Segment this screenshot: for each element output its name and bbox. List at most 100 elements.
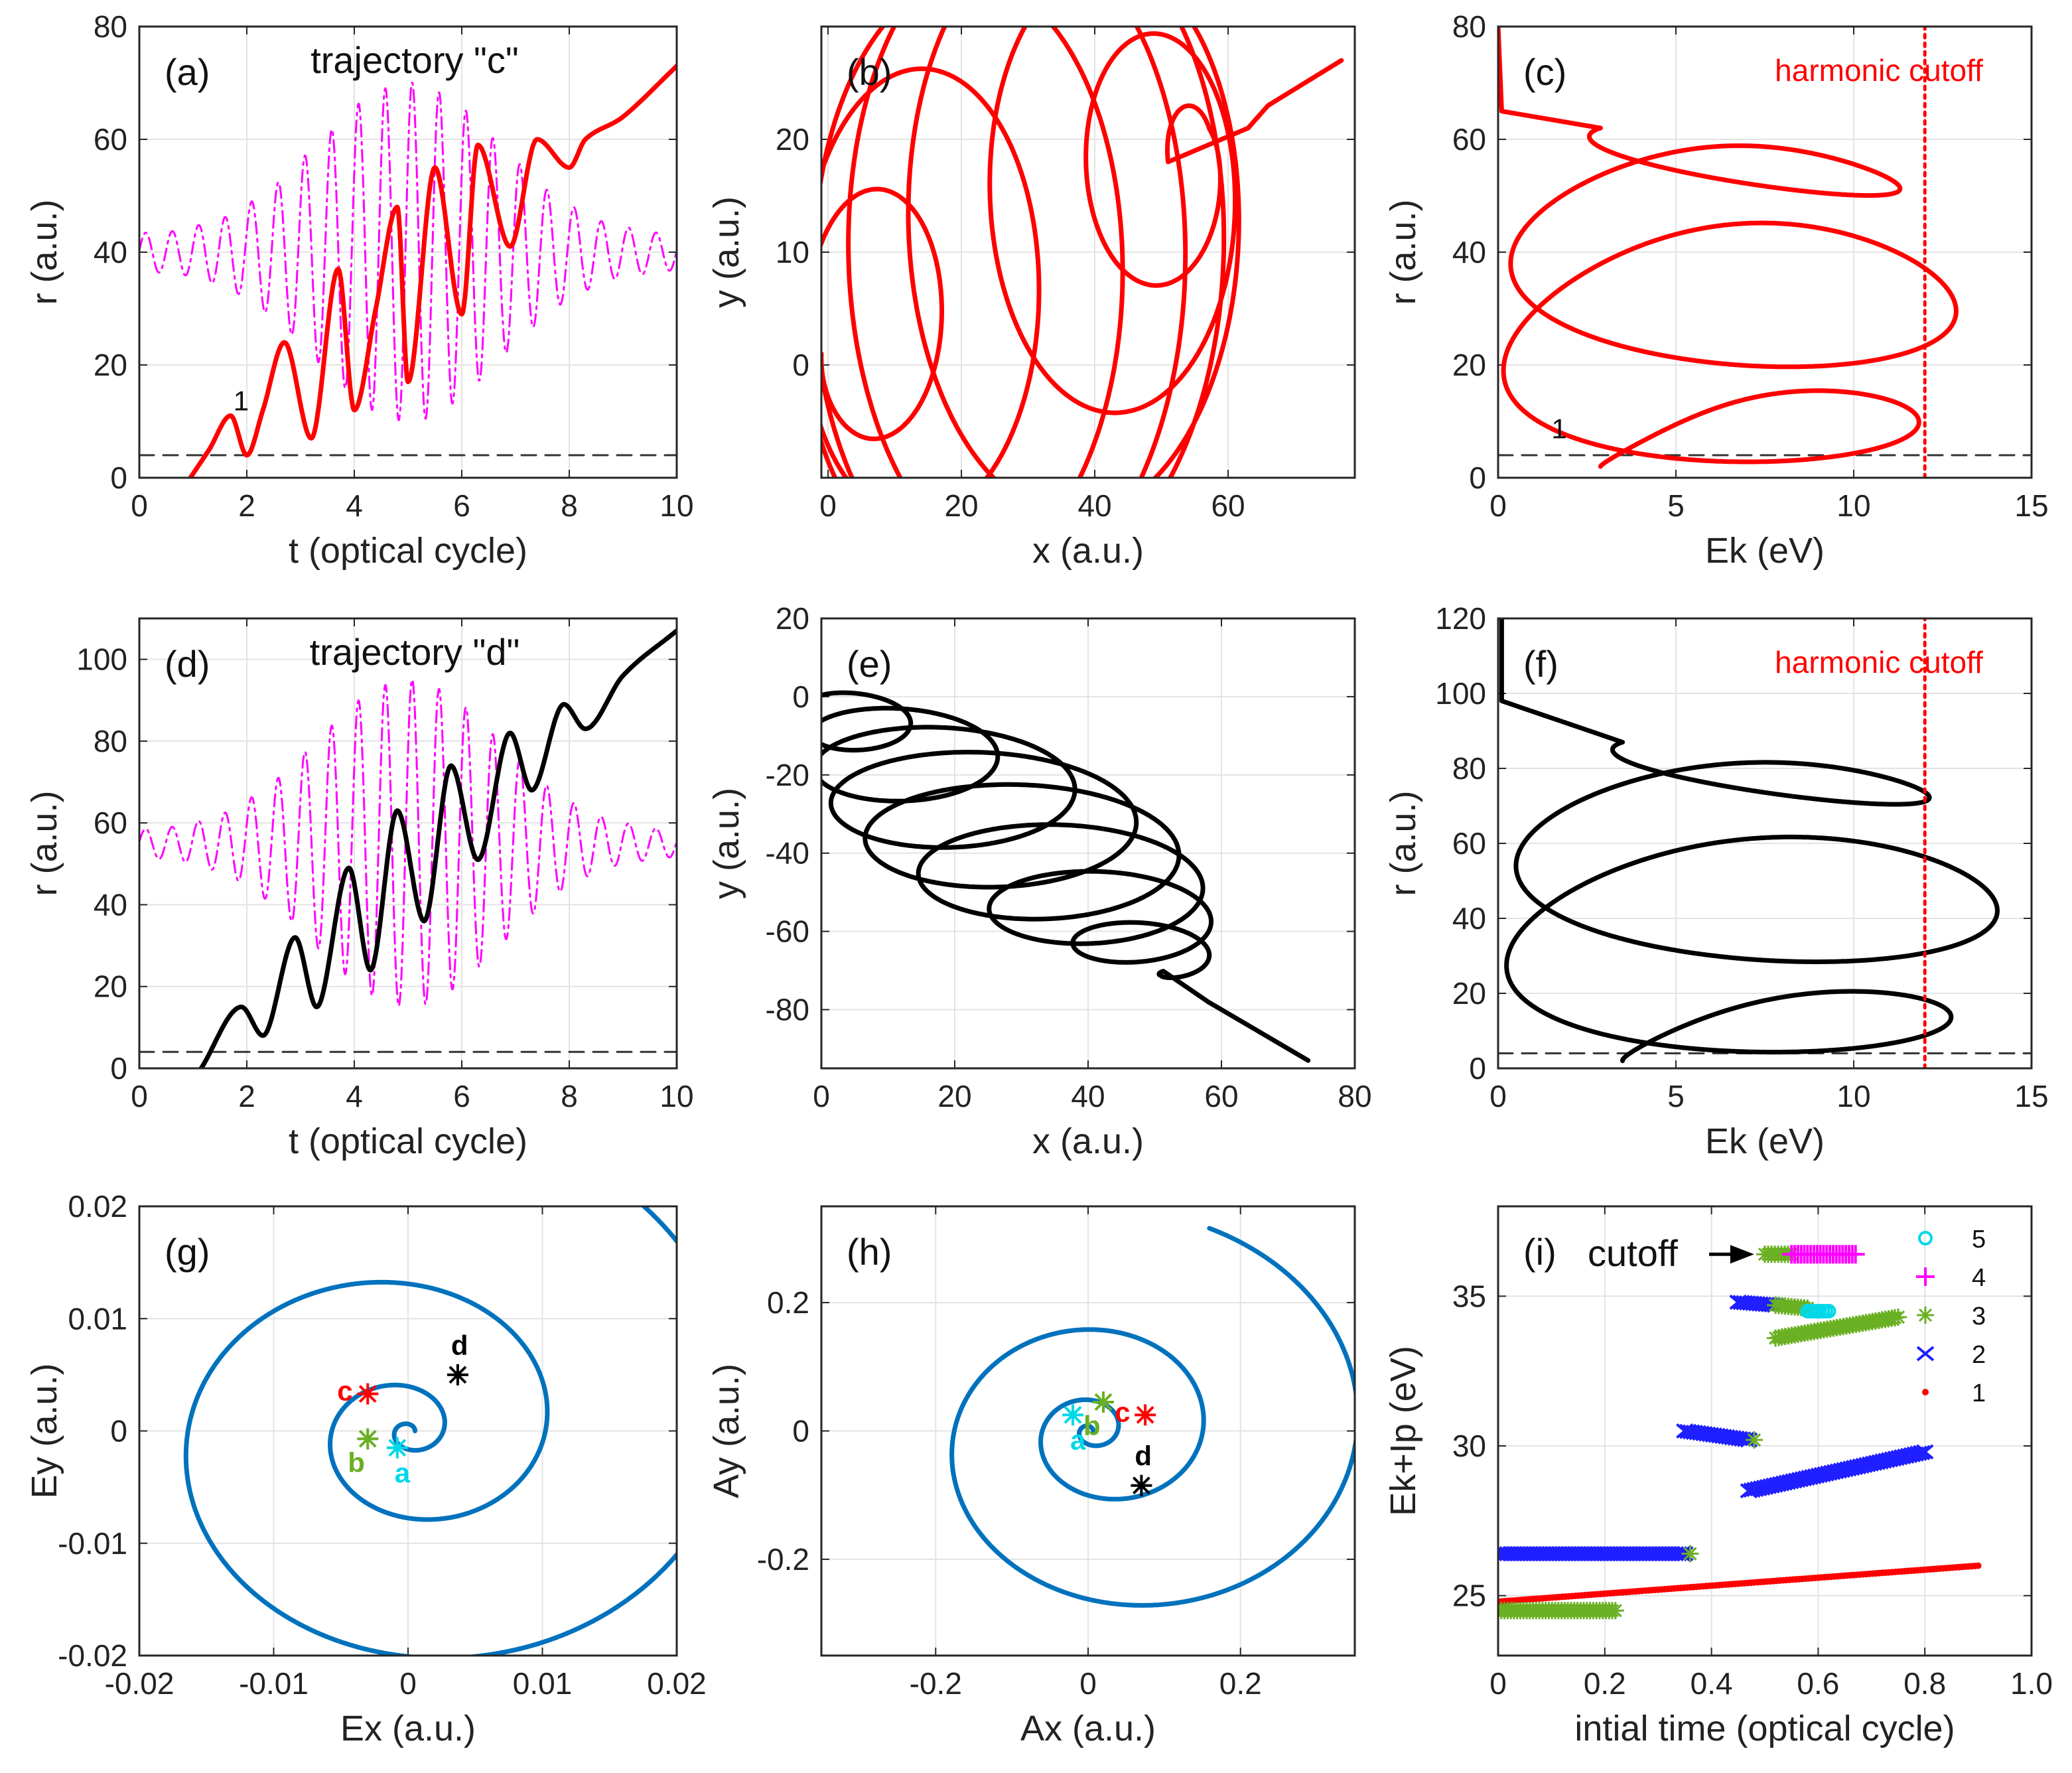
- cutoff-annotation: cutoff: [1588, 1232, 1678, 1274]
- scatter-point: [1916, 1267, 1935, 1286]
- panel-title: trajectory "d": [310, 631, 520, 673]
- y-tick-label: 0.2: [767, 1285, 809, 1320]
- scatter-point: [1918, 1231, 1933, 1245]
- point-annotation: 1: [234, 386, 249, 417]
- panel-c: 0 5 10 15 0 20 40 60 80 Ek (eV) r (a.u.) (c) harmoni…: [1383, 9, 2049, 571]
- x-tick-label: 60: [1204, 1079, 1238, 1113]
- y-tick-label: 35: [1452, 1279, 1486, 1313]
- x-tick-label: 0: [1489, 1666, 1507, 1701]
- y-tick-label: 0.01: [68, 1301, 127, 1336]
- marker-b: [357, 1428, 379, 1450]
- x-axis-label: intial time (optical cycle): [1574, 1709, 1955, 1748]
- grid-g: [139, 1206, 677, 1656]
- x-tick-label: 0.6: [1797, 1666, 1839, 1701]
- x-tick-label: 0: [813, 1079, 830, 1113]
- plot-area-e: [821, 690, 1311, 1063]
- y-axis-label: Ay (a.u.): [707, 1364, 746, 1498]
- scatter-point: [1922, 1389, 1929, 1395]
- y-tick-label: 60: [94, 806, 127, 840]
- x-tick-label: 4: [346, 1079, 363, 1113]
- x-axis-label: Ek (eV): [1705, 1121, 1825, 1161]
- y-tick-label: 20: [94, 969, 127, 1004]
- y-axis-label: r (a.u.): [25, 199, 64, 305]
- y-tick-label: -0.02: [58, 1638, 127, 1673]
- panel-tag: (h): [847, 1231, 892, 1273]
- panel-e: 0 20 40 60 80 20 0 -20 -40 -60 -80 x (a.u.) y (a.u.)…: [707, 601, 1372, 1161]
- field-spiral-line: [183, 1206, 677, 1656]
- x-tick-label: 0: [1489, 488, 1507, 523]
- overlay-h: ab cd (h): [820, 1205, 1356, 1657]
- marker-d: [447, 1364, 468, 1385]
- x-tick-label: 6: [453, 1079, 470, 1113]
- y-tick-label: 20: [776, 601, 809, 636]
- x-tick-label: 8: [561, 1079, 578, 1113]
- panel-h: -0.2 0 0.2 0.2 0 -0.2 Ax (a.u.) Ay (a.u.) ab cd (h…: [707, 1205, 1356, 1748]
- cutoff-label: harmonic cutoff: [1775, 645, 1983, 679]
- y-tick-label: 0.02: [68, 1189, 127, 1224]
- legend-label: 4: [1972, 1264, 1986, 1292]
- plot-area-d: [139, 628, 677, 1068]
- y-tick-label: 40: [94, 235, 127, 269]
- laser-field-line: [139, 82, 677, 421]
- y-axis-label: r (a.u.): [1383, 790, 1423, 896]
- panel-tag: (a): [165, 51, 210, 93]
- marker-a: [1062, 1404, 1084, 1426]
- scatter-point: [1606, 1602, 1624, 1620]
- x-tick-label: 0.02: [647, 1666, 707, 1701]
- marker-label-c: c: [337, 1376, 352, 1407]
- y-tick-label: 100: [76, 642, 127, 677]
- x-tick-label: 0.2: [1219, 1666, 1262, 1701]
- axes-frame: [820, 617, 1356, 1070]
- axes-frame: [138, 1205, 678, 1657]
- scatter-point: [1974, 1562, 1982, 1569]
- plot-area-a: [139, 64, 677, 478]
- y-tick-label: 0: [792, 1414, 809, 1449]
- x-tick-label: 20: [937, 1079, 971, 1113]
- panel-b: 0 20 40 60 0 10 20 x (a.u.) y (a.u.) (b): [707, 25, 1356, 571]
- x-tick-label: 40: [1077, 488, 1111, 523]
- panel-tag: (b): [847, 51, 892, 93]
- series-5: [1800, 1303, 1836, 1318]
- x-axis-label: t (optical cycle): [289, 531, 527, 571]
- point-annotation: 1: [1551, 413, 1566, 445]
- y-tick-label: 40: [1452, 235, 1486, 269]
- x-tick-label: 10: [659, 488, 693, 523]
- y-tick-label: -0.2: [757, 1542, 809, 1577]
- panel-g: -0.02 -0.01 0 0.01 0.02 -0.02 -0.01 0 0.01 0.02 Ex…: [25, 1189, 707, 1748]
- y-tick-label: 0: [110, 1051, 127, 1086]
- x-axis-label: Ax (a.u.): [1020, 1709, 1156, 1748]
- axes-frame: [1497, 1205, 2033, 1657]
- x-tick-label: -0.01: [239, 1666, 309, 1701]
- x-tick-label: 0: [1079, 1666, 1097, 1701]
- x-tick-label: 6: [453, 488, 470, 523]
- marker-label-c: c: [1115, 1396, 1130, 1427]
- axes-frame: [1497, 617, 2033, 1070]
- x-axis-label: x (a.u.): [1032, 531, 1144, 571]
- panel-tag: (d): [165, 643, 210, 685]
- y-tick-label: 0: [110, 1414, 127, 1449]
- y-tick-label: 60: [94, 122, 127, 157]
- plot-area-b: [821, 27, 1344, 478]
- x-axis-label: Ek (eV): [1705, 531, 1825, 571]
- marker-b: [1092, 1391, 1114, 1413]
- panel-tag: (c): [1523, 51, 1566, 93]
- y-tick-label: 80: [94, 9, 127, 44]
- y-axis-label: Ek+Ip (eV): [1383, 1346, 1423, 1516]
- x-tick-label: 1.0: [2010, 1666, 2053, 1701]
- scatter-point: [1913, 1445, 1931, 1460]
- x-tick-label: 10: [1836, 1079, 1870, 1113]
- y-axis-label: y (a.u.): [707, 788, 746, 899]
- y-tick-label: 0: [1469, 461, 1486, 495]
- panel-f: 0 5 10 15 0 20 40 60 80 100 120 Ek (eV) r (a.u.) (f) h…: [1383, 601, 2049, 1161]
- plot-area-g: [183, 1206, 677, 1656]
- x-tick-label: 0.8: [1903, 1666, 1946, 1701]
- plot-area-h: [949, 1226, 1355, 1608]
- legend-label: 1: [1972, 1380, 1986, 1407]
- panel-tag: (g): [165, 1231, 210, 1273]
- x-tick-label: -0.02: [105, 1666, 174, 1701]
- x-tick-label: 15: [2014, 1079, 2048, 1113]
- scatter-point: [1890, 1308, 1907, 1326]
- grid-i: [1497, 1206, 2032, 1656]
